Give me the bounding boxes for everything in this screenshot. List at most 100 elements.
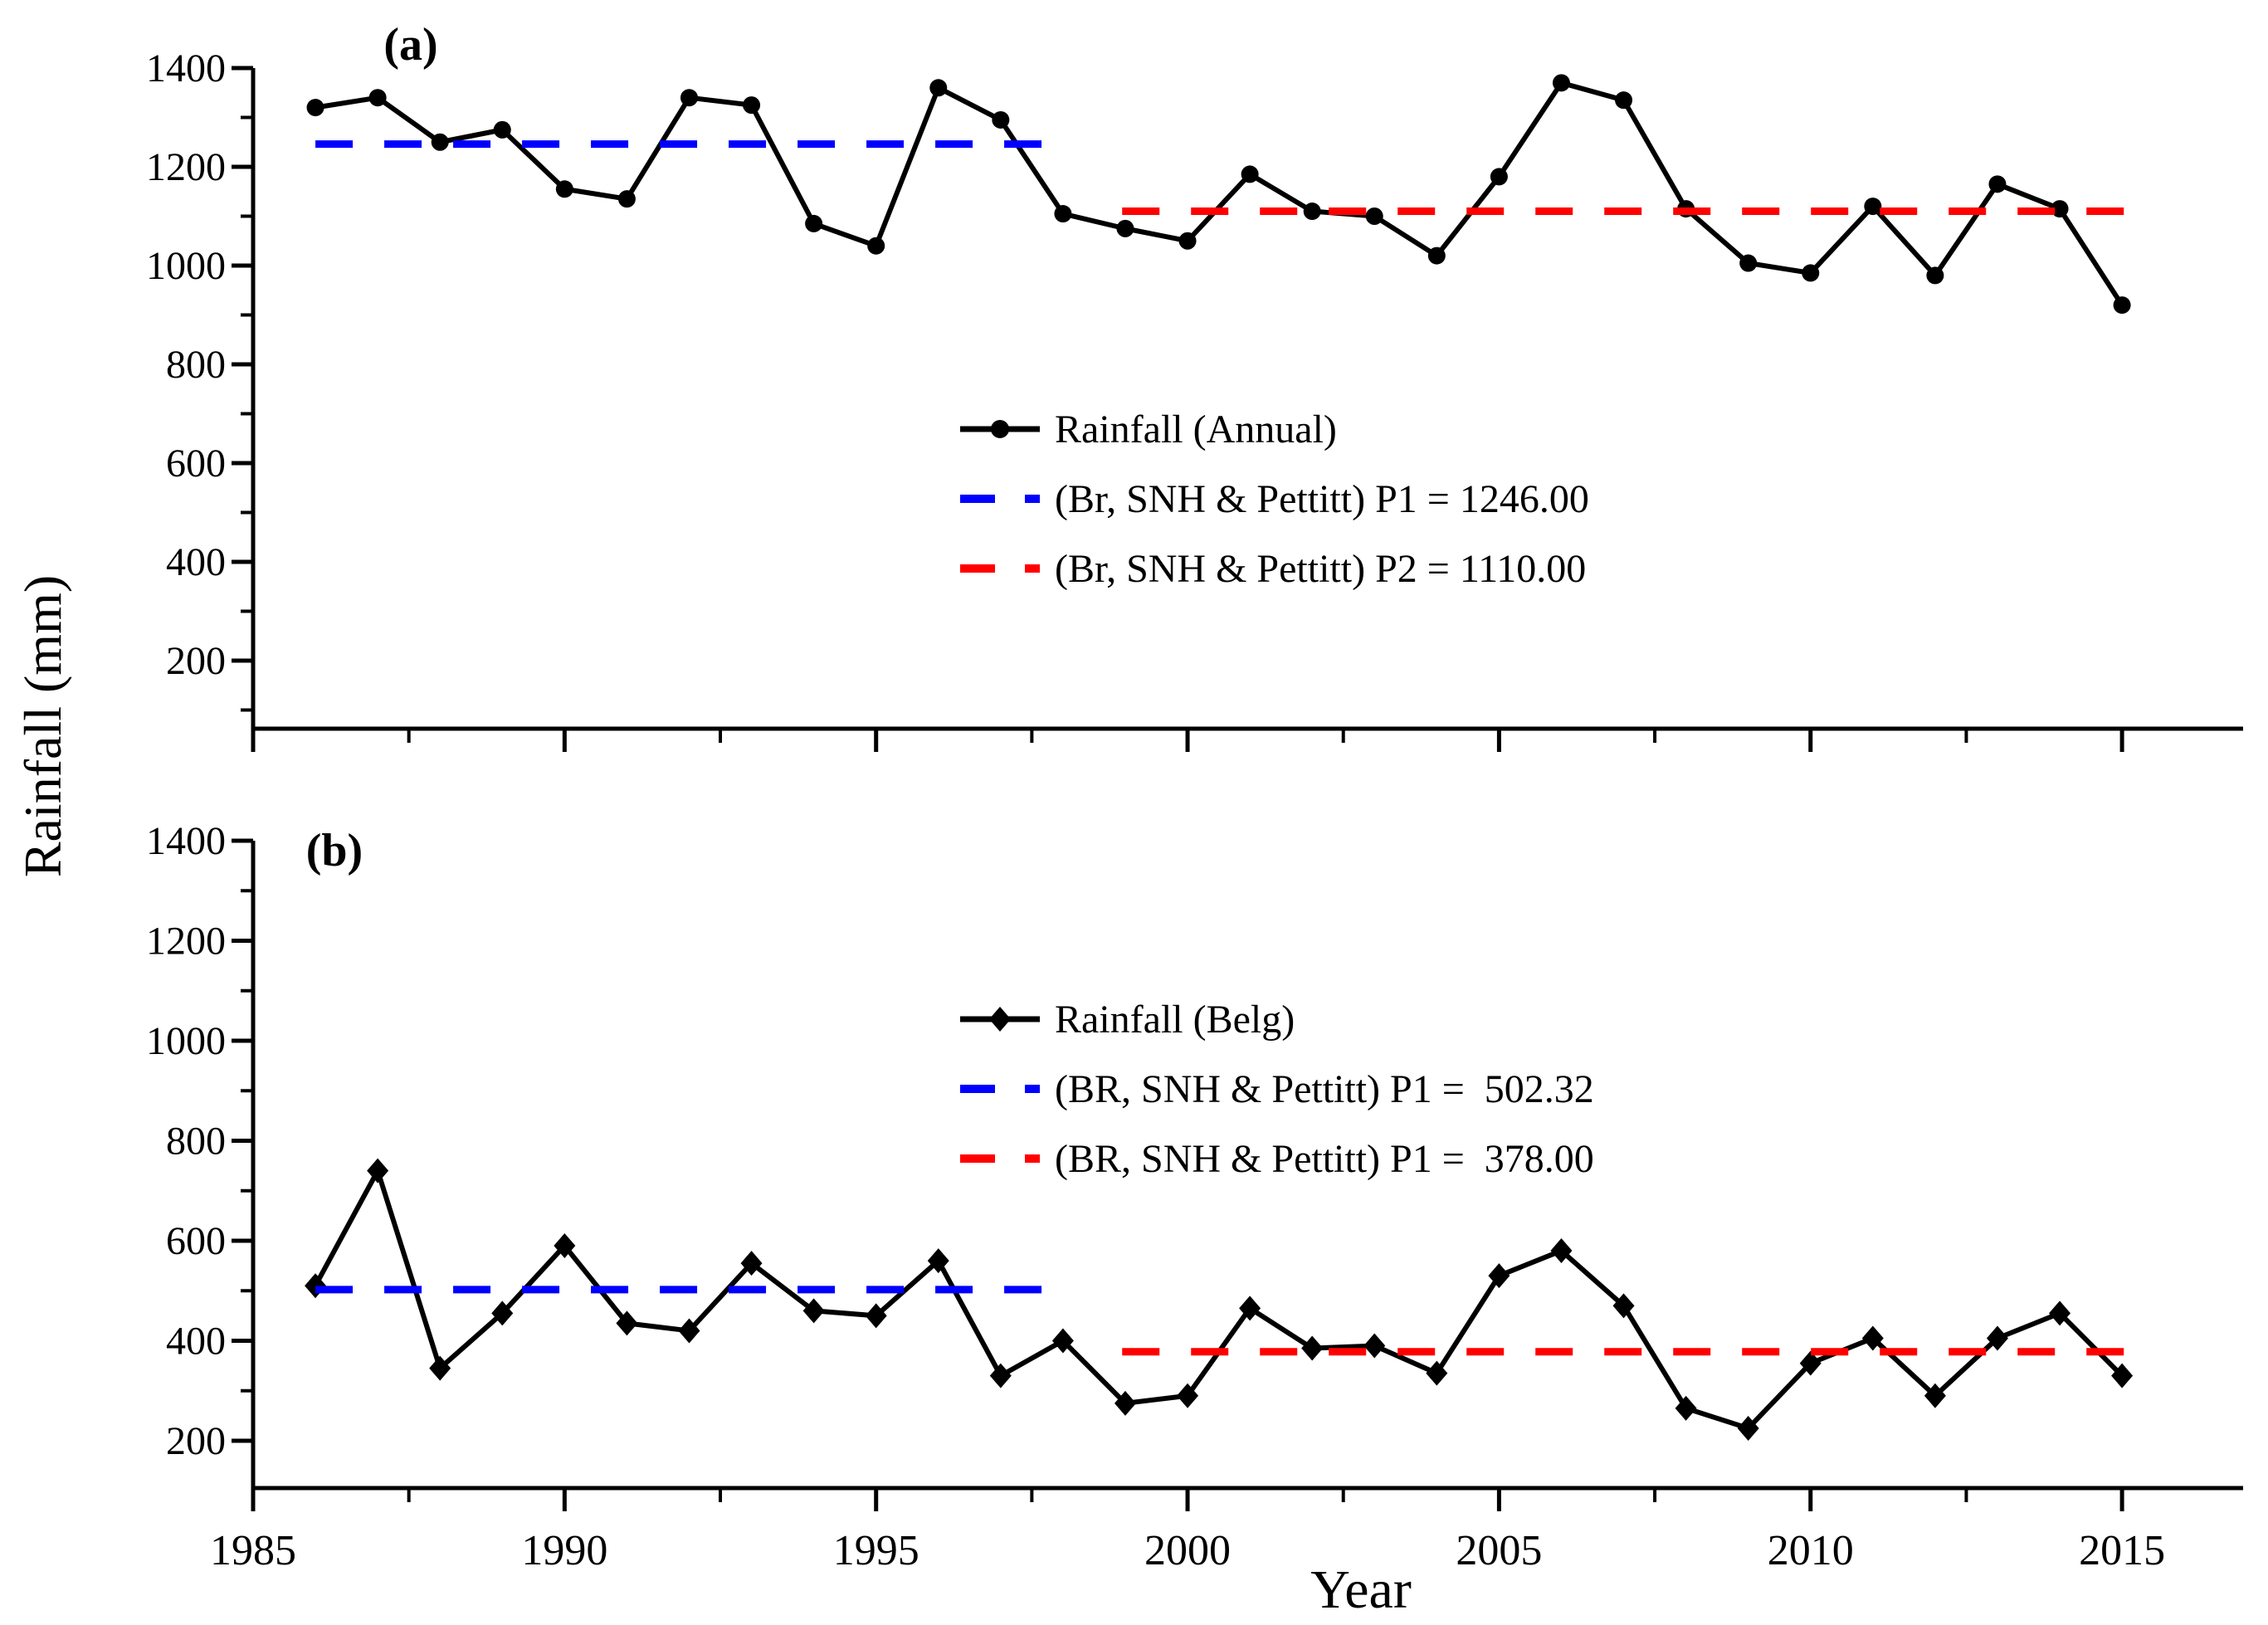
y-tick-label: 1000 — [146, 1019, 226, 1063]
legend-row-belg-p2: (BR, SNH & Pettitt) P1 = 378.00 — [958, 1124, 1594, 1193]
legend-label-belg-p2: (BR, SNH & Pettitt) P1 = 378.00 — [1055, 1136, 1594, 1181]
legend-row-belg-p1: (BR, SNH & Pettitt) P1 = 502.32 — [958, 1054, 1594, 1124]
legend-row-belg: Rainfall (Belg) — [958, 984, 1594, 1054]
y-tick-label: 200 — [166, 639, 226, 683]
diamond-marker — [1426, 1360, 1448, 1386]
circle-marker — [2113, 296, 2131, 315]
y-tick-label: 1200 — [146, 145, 226, 189]
diamond-marker — [1675, 1395, 1697, 1421]
y-tick-label: 400 — [166, 540, 226, 584]
legend-row-annual-p2: (Br, SNH & Pettitt) P2 = 1110.00 — [958, 534, 1589, 603]
annual-line-swatch — [958, 394, 1041, 464]
belg-p2-dash-swatch — [958, 1124, 1041, 1193]
legend-label-belg: Rainfall (Belg) — [1055, 997, 1295, 1042]
diamond-marker — [1301, 1335, 1324, 1361]
diamond-marker — [1051, 1328, 1074, 1354]
y-tick-label: 1200 — [146, 920, 226, 964]
circle-marker — [1178, 232, 1197, 250]
circle-marker — [1988, 175, 2007, 193]
circle-marker — [1054, 205, 1072, 223]
diamond-marker — [1550, 1238, 1573, 1264]
x-tick-label: 1995 — [833, 1527, 919, 1574]
circle-marker — [2051, 200, 2069, 218]
diamond-marker — [1737, 1415, 1759, 1441]
diamond-marker — [491, 1300, 514, 1326]
y-tick-label: 800 — [166, 343, 226, 387]
annual-p2-dash-swatch — [958, 534, 1041, 603]
rainfall-series-line — [313, 80, 2125, 308]
y-axis-title: Rainfall (mm) — [13, 574, 72, 878]
diamond-marker — [927, 1248, 949, 1274]
legend-label-annual-p2: (Br, SNH & Pettitt) P2 = 1110.00 — [1055, 546, 1587, 591]
diamond-marker — [1861, 1325, 1884, 1351]
diamond-marker — [1612, 1293, 1635, 1319]
rainfall-series-line — [313, 1168, 2125, 1431]
diamond-marker — [989, 1363, 1012, 1388]
belg-line-swatch — [958, 984, 1041, 1054]
diamond-marker — [616, 1310, 638, 1336]
diamond-marker — [554, 1233, 576, 1259]
belg-p1-dash-swatch — [958, 1054, 1041, 1124]
diamond-marker — [2111, 1363, 2134, 1388]
diamond-marker — [1986, 1325, 2008, 1351]
x-tick-label: 2010 — [1768, 1527, 1854, 1574]
circle-marker — [555, 180, 573, 198]
circle-marker — [1739, 254, 1758, 272]
panel-a-legend: Rainfall (Annual) (Br, SNH & Pettitt) P1… — [958, 394, 1589, 603]
circle-marker — [493, 120, 511, 139]
panel-b-legend: Rainfall (Belg) (BR, SNH & Pettitt) P1 =… — [958, 984, 1594, 1193]
legend-row-annual-p1: (Br, SNH & Pettitt) P1 = 1246.00 — [958, 464, 1589, 534]
x-axis-title: Year — [1310, 1559, 1412, 1620]
x-tick-label: 2000 — [1144, 1527, 1231, 1574]
circle-marker — [1116, 219, 1134, 237]
diamond-marker — [1239, 1296, 1261, 1321]
panel-b-label: (b) — [305, 825, 363, 876]
legend-row-annual: Rainfall (Annual) — [958, 394, 1589, 464]
diamond-marker — [678, 1318, 700, 1344]
y-tick-label: 200 — [166, 1419, 226, 1463]
x-tick-label: 2015 — [2079, 1527, 2165, 1574]
circle-marker — [431, 133, 449, 151]
y-tick-label: 400 — [166, 1320, 226, 1364]
y-tick-label: 1000 — [146, 244, 226, 288]
y-tick-label: 1400 — [146, 819, 226, 863]
circle-marker — [929, 79, 948, 97]
y-tick-label: 800 — [166, 1120, 226, 1164]
diamond-marker — [2049, 1300, 2071, 1326]
circle-marker — [368, 89, 387, 107]
circle-marker — [805, 214, 823, 232]
legend-label-annual: Rainfall (Annual) — [1055, 407, 1337, 451]
diamond-marker — [802, 1298, 825, 1324]
circle-marker — [306, 99, 324, 117]
circle-marker — [743, 96, 761, 115]
circle-marker — [680, 89, 698, 107]
circle-marker — [1864, 198, 1882, 216]
panel-a-label: (a) — [383, 19, 438, 71]
diamond-marker — [740, 1251, 763, 1276]
diamond-marker — [1488, 1263, 1510, 1289]
diamond-marker — [1114, 1390, 1136, 1416]
circle-marker — [1490, 168, 1508, 186]
legend-label-annual-p1: (Br, SNH & Pettitt) P1 = 1246.00 — [1055, 476, 1589, 521]
circle-marker — [1615, 91, 1633, 110]
circle-marker — [1303, 203, 1321, 221]
circle-marker — [1552, 74, 1570, 92]
y-tick-label: 600 — [166, 1219, 226, 1263]
circle-marker — [992, 110, 1010, 129]
x-tick-label: 2005 — [1456, 1527, 1542, 1574]
diamond-marker — [1177, 1383, 1199, 1408]
circle-marker — [1241, 165, 1259, 183]
diamond-marker — [1799, 1350, 1822, 1376]
circle-marker — [1802, 264, 1820, 282]
legend-label-belg-p1: (BR, SNH & Pettitt) P1 = 502.32 — [1055, 1066, 1594, 1111]
diamond-marker — [1924, 1383, 1946, 1408]
y-tick-label: 1400 — [146, 46, 226, 90]
y-tick-label: 600 — [166, 442, 226, 486]
annual-p1-dash-swatch — [958, 464, 1041, 534]
x-tick-label: 1990 — [521, 1527, 607, 1574]
circle-marker — [867, 237, 885, 255]
circle-marker — [1427, 246, 1446, 265]
circle-marker — [617, 190, 636, 208]
